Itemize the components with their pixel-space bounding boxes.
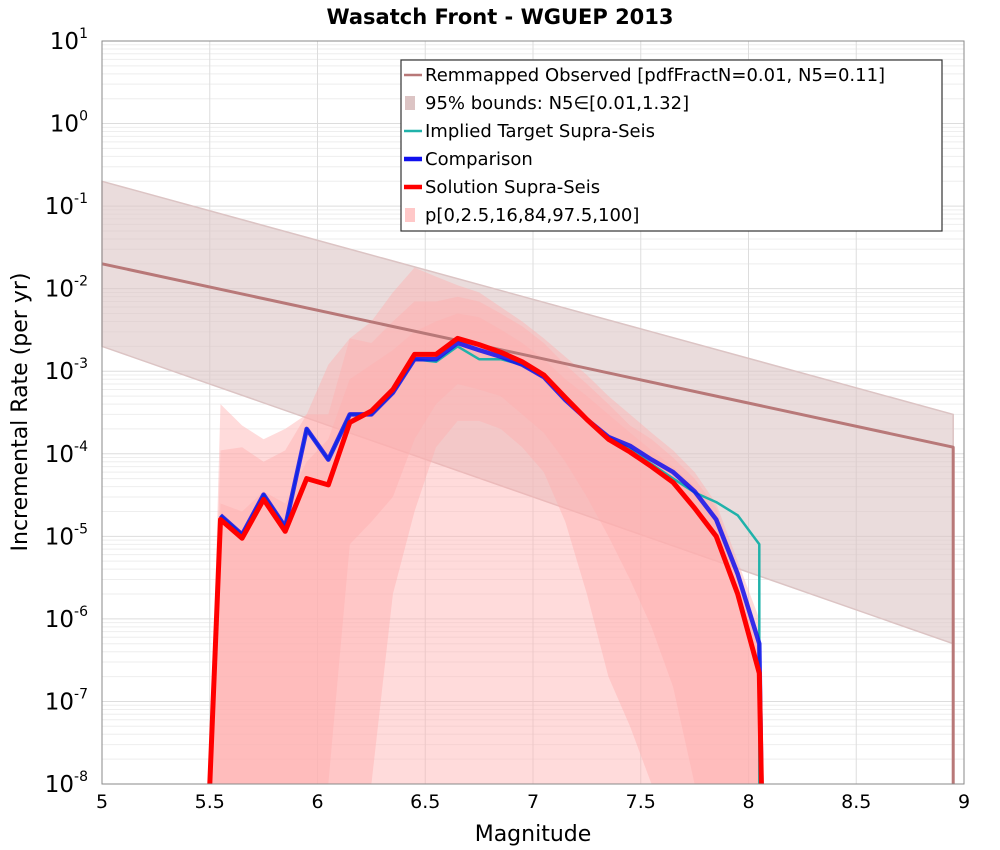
tick-labels-layer: 5 5.5 6 6.5 7 7.5 8 8.5 9 10-8 10-7 10-6 10-5 10-4 10-… (45, 26, 970, 813)
x-tick-label: 5.5 (195, 791, 225, 813)
x-tick-label: 6.5 (410, 791, 440, 813)
x-tick-label: 6 (311, 791, 323, 813)
series-line-observed (101, 262, 955, 784)
y-tick-label: 10-4 (45, 439, 88, 468)
x-tick-label: 7.5 (626, 791, 656, 813)
y-tick-label: 10-6 (45, 604, 88, 633)
y-axis-label: Incremental Rate (per yr) (8, 273, 33, 552)
y-tick-label: 101 (50, 26, 88, 55)
y-tick-label: 10-2 (45, 274, 88, 303)
legend-swatch (405, 96, 415, 110)
y-tick-label: 10-8 (45, 769, 88, 798)
legend-label: Implied Target Supra-Seis (425, 121, 655, 142)
x-tick-label: 8.5 (841, 791, 871, 813)
legend-box (400, 59, 943, 232)
y-tick-label: 10-5 (45, 521, 88, 550)
y-tick-label: 100 (50, 109, 88, 138)
x-axis-label: Magnitude (475, 822, 592, 847)
y-tick-label: 10-7 (45, 686, 88, 715)
legend-items: Remmapped Observed [pdfFractN=0.01, N5=0… (404, 65, 885, 226)
legend-swatch (405, 208, 415, 222)
legend: Remmapped Observed [pdfFractN=0.01, N5=0… (400, 59, 943, 232)
fractile-band-0 (209, 267, 762, 785)
x-tick-label: 5 (96, 791, 108, 813)
x-tick-label: 9 (958, 791, 970, 813)
legend-label: 95% bounds: N5∈[0.01,1.32] (425, 93, 689, 114)
legend-label: p[0,2.5,16,84,97.5,100] (425, 205, 639, 226)
plot-frame (101, 40, 965, 785)
x-tick-label: 7 (527, 791, 539, 813)
legend-label: Solution Supra-Seis (425, 177, 600, 198)
series-layer (101, 262, 955, 785)
y-tick-label: 10-1 (45, 191, 88, 220)
legend-label: Remmapped Observed [pdfFractN=0.01, N5=0… (425, 65, 885, 86)
x-tick-label: 8 (742, 791, 754, 813)
y-tick-label: 10-3 (45, 356, 88, 385)
chart-title: Wasatch Front - WGUEP 2013 (326, 5, 673, 29)
series-line-solution (207, 335, 764, 785)
series-line-comparison (219, 340, 764, 785)
legend-label: Comparison (425, 149, 533, 170)
